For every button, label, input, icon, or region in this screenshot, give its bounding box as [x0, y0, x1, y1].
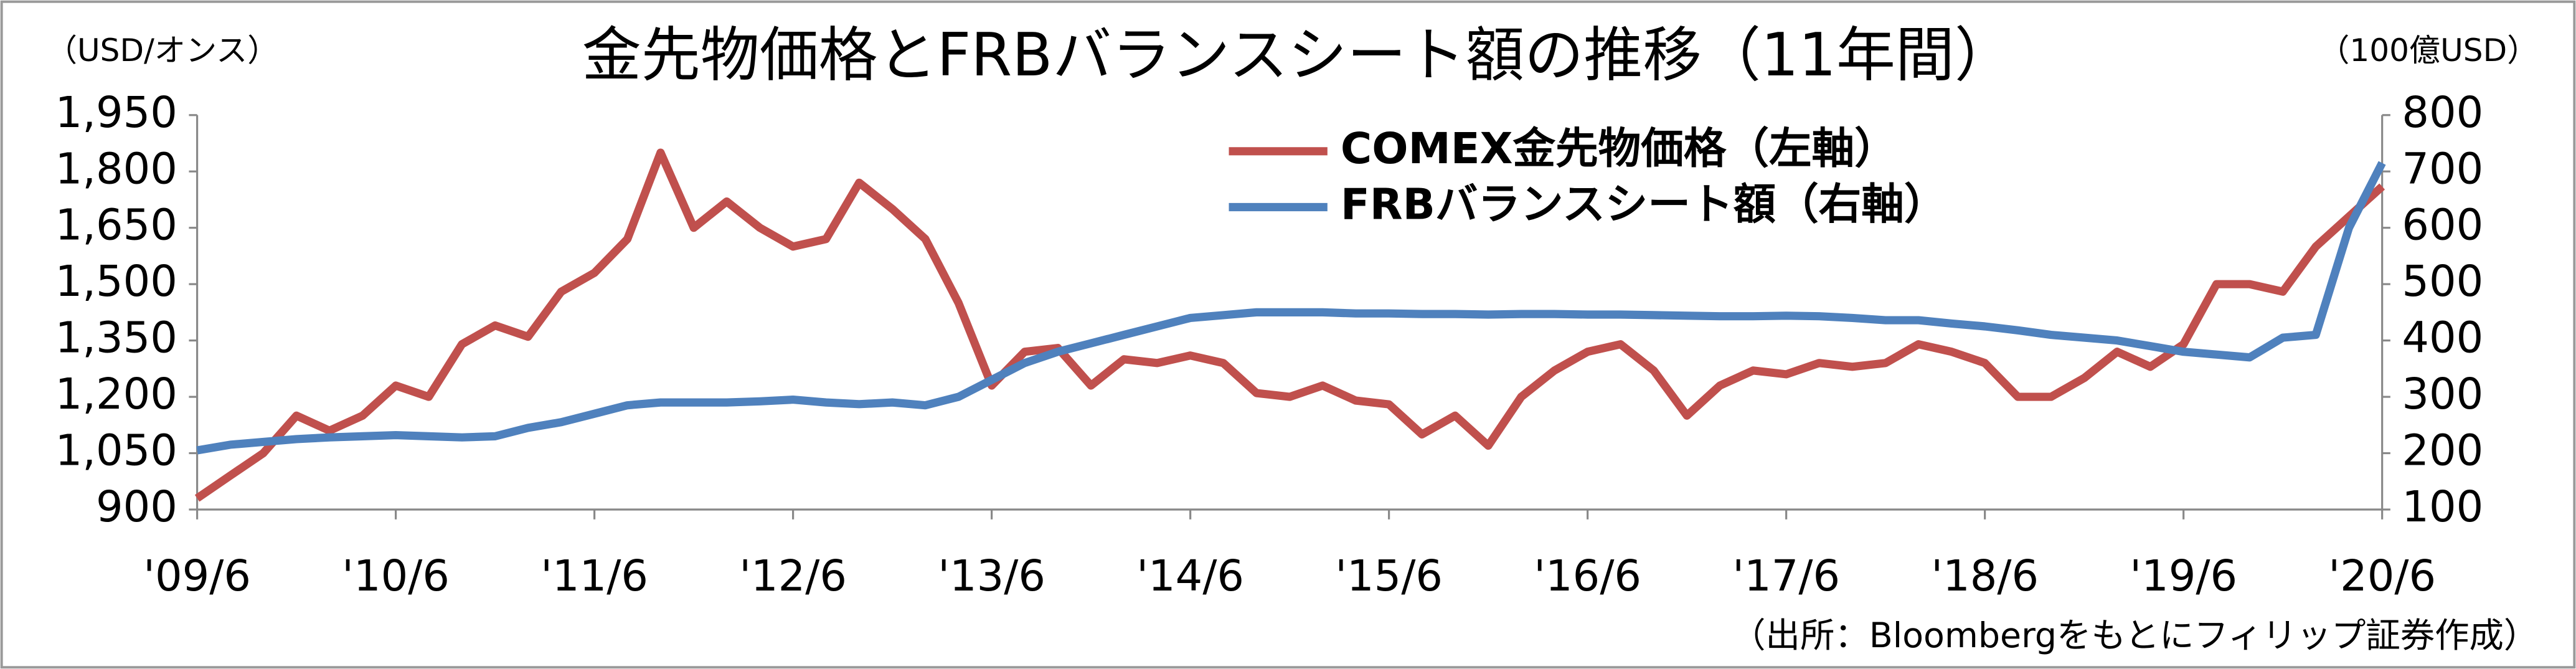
x-tick-label: '17/6: [1732, 551, 1840, 601]
y-tick-label: 1,500: [55, 257, 177, 306]
y-tick-label: 1,950: [55, 88, 177, 138]
y2-tick-label: 400: [2402, 313, 2483, 363]
y-tick-label: 1,050: [55, 426, 177, 476]
x-tick-label: '16/6: [1534, 551, 1641, 601]
data-line: [194, 148, 2385, 502]
x-tick-label: '13/6: [938, 551, 1045, 601]
y2-tick-label: 100: [2402, 482, 2483, 532]
source-note: （出所：Bloombergをもとにフィリップ証券作成）: [1731, 616, 2538, 656]
x-tick-label: '18/6: [1931, 551, 2039, 601]
data-line: [196, 161, 2386, 455]
x-tick-label: '14/6: [1136, 551, 1244, 601]
legend-label: FRBバランスシート額（右軸）: [1341, 180, 1946, 230]
y2-tick-label: 800: [2402, 88, 2483, 138]
y-tick-label: 1,800: [55, 144, 177, 194]
x-tick-label: '11/6: [540, 551, 648, 601]
x-tick-label: '15/6: [1335, 551, 1443, 601]
y2-tick-label: 600: [2402, 201, 2483, 250]
y-tick-label: 900: [96, 482, 177, 532]
x-tick-label: '09/6: [143, 551, 251, 601]
y2-tick-label: 700: [2402, 144, 2483, 194]
y2-tick-label: 500: [2402, 257, 2483, 306]
x-tick-label: '20/6: [2328, 551, 2436, 601]
y-axis-label: （USD/オンス）: [46, 32, 279, 69]
y2-tick-label: 200: [2402, 426, 2483, 476]
y-tick-label: 1,650: [55, 201, 177, 250]
chart-title: 金先物価格とFRBバランスシート額の推移（11年間）: [582, 21, 2014, 90]
legend-label: COMEX金先物価格（左軸）: [1341, 124, 1897, 174]
y2-axis-label: （100億USD）: [2318, 32, 2538, 69]
x-tick-label: '10/6: [342, 551, 450, 601]
y-tick-label: 1,200: [55, 369, 177, 419]
y2-tick-label: 300: [2402, 369, 2483, 419]
y-tick-label: 1,350: [55, 313, 177, 363]
x-tick-label: '12/6: [739, 551, 847, 601]
x-tick-label: '19/6: [2130, 551, 2237, 601]
